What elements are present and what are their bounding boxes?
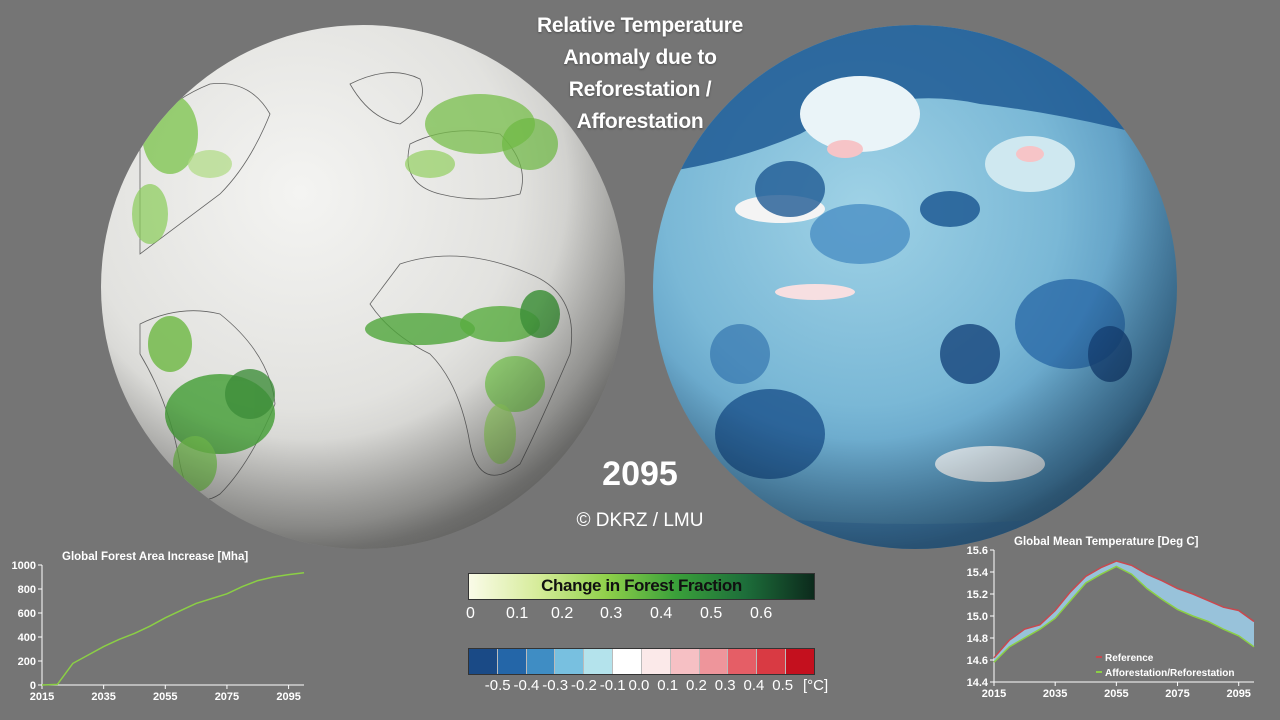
forest-tick: 0.3: [600, 605, 623, 622]
temperature-tick: -0.3: [542, 677, 569, 694]
temperature-globe: [653, 25, 1177, 549]
forest-tick: 0.4: [650, 605, 673, 622]
x-tick-label: 2015: [982, 688, 1006, 700]
y-tick-label: 600: [18, 608, 36, 620]
x-tick-label: 2035: [1043, 688, 1067, 700]
x-tick-label: 2075: [1165, 688, 1189, 700]
temperature-tick: 0.2: [686, 677, 707, 694]
temperature-tick: -0.5: [484, 677, 511, 694]
legend-label-afforestation: Afforestation/Reforestation: [1105, 668, 1234, 679]
temperature-tick: 0.0: [628, 677, 650, 694]
y-tick-label: 14.4: [967, 677, 989, 689]
chart-title: Global Mean Temperature [Deg C]: [1014, 536, 1199, 548]
temperature-tick: 0.1: [657, 677, 679, 694]
y-tick-label: 14.6: [967, 655, 988, 667]
y-tick-label: 400: [18, 632, 36, 644]
temperature-colorbar-segment: [555, 649, 585, 674]
x-tick-label: 2095: [1226, 688, 1250, 700]
temperature-tick: -0.1: [599, 677, 626, 694]
x-tick-label: 2055: [153, 691, 177, 703]
temperature-difference-area: [994, 561, 1254, 663]
forest-area-chart: Global Forest Area Increase [Mha] 2015 203…: [12, 551, 305, 703]
forest-colorbar: Change in Forest Fraction: [468, 573, 815, 600]
forest-area-line: [41, 572, 305, 686]
legend-label-reference: Reference: [1105, 653, 1154, 664]
afforestation-line: [993, 565, 1255, 663]
y-tick-label: 14.8: [967, 633, 988, 645]
global-temperature-chart: Global Mean Temperature [Deg C] 2015 2035 2…: [967, 536, 1255, 700]
temperature-unit: [°C]: [803, 677, 829, 694]
temperature-colorbar-segment: [497, 649, 527, 674]
y-tick-label: 800: [18, 584, 36, 596]
temperature-colorbar-segment: [728, 649, 758, 674]
temperature-tick: 0.5: [772, 677, 794, 694]
chart-title: Global Forest Area Increase [Mha]: [62, 551, 248, 563]
x-tick-label: 2075: [215, 691, 239, 703]
y-tick-label: 200: [18, 656, 36, 668]
y-tick-label: 15.4: [967, 567, 989, 579]
forest-tick: 0.2: [551, 605, 574, 622]
temperature-colorbar-ticks: -0.5 -0.4 -0.3 -0.2 -0.1 0.0 0.1 0.2 0.3 0.4 0.5 [°…: [470, 677, 840, 699]
temperature-colorbar-segment: [670, 649, 700, 674]
temperature-tick: -0.2: [571, 677, 597, 694]
temperature-colorbar-segment: [757, 649, 787, 674]
temperature-colorbar-segment: [526, 649, 556, 674]
temperature-colorbar-segment: [641, 649, 671, 674]
y-tick-label: 1000: [12, 560, 36, 572]
x-tick-label: 2035: [91, 691, 115, 703]
forest-tick: 0.6: [750, 605, 773, 622]
forest-tick: 0: [466, 605, 475, 622]
temperature-colorbar-segment: [469, 649, 498, 674]
temperature-colorbar-segment: [613, 649, 642, 674]
temperature-tick: 0.4: [743, 677, 765, 694]
x-tick-label: 2015: [30, 691, 54, 703]
forest-colorbar-ticks: 0 0.1 0.2 0.3 0.4 0.5 0.6: [458, 605, 798, 627]
year-label: 2095: [602, 455, 678, 493]
y-tick-label: 0: [30, 680, 36, 692]
page-title: Relative Temperature Anomaly due to Refo…: [536, 14, 744, 133]
temperature-colorbar-segment: [699, 649, 729, 674]
temperature-tick: -0.4: [513, 677, 540, 694]
temperature-colorbar-segment: [584, 649, 614, 674]
y-tick-label: 15.6: [967, 545, 988, 557]
copyright-text: © DKRZ / LMU: [576, 510, 704, 531]
y-tick-label: 15.2: [967, 589, 988, 601]
temperature-colorbar: [468, 648, 815, 675]
temperature-tick: 0.3: [714, 677, 736, 694]
forest-tick: 0.1: [506, 605, 529, 622]
forest-globe: [101, 25, 625, 549]
reference-line: [993, 560, 1255, 659]
x-tick-label: 2095: [276, 691, 300, 703]
temperature-colorbar-segment: [786, 649, 814, 674]
x-tick-label: 2055: [1104, 688, 1128, 700]
y-tick-label: 15.0: [967, 611, 988, 623]
forest-tick: 0.5: [700, 605, 723, 622]
forest-colorbar-label: Change in Forest Fraction: [541, 576, 742, 595]
